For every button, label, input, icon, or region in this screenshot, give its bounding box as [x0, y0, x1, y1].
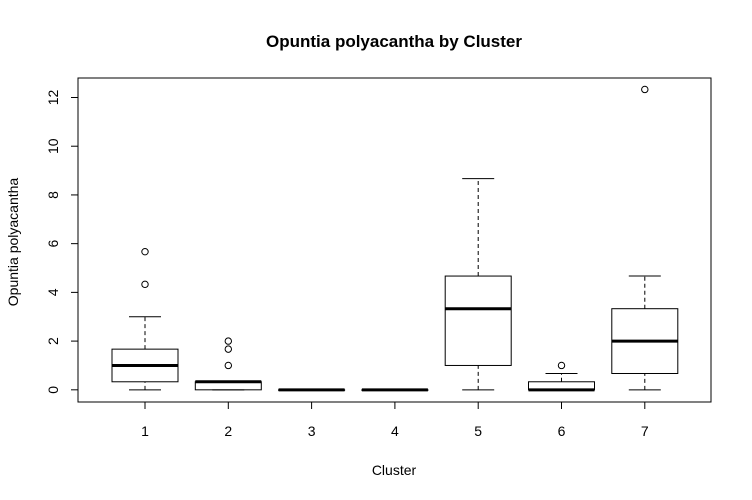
boxes-group — [111, 85, 679, 392]
x-tick-label: 4 — [391, 423, 399, 439]
x-tick-label: 1 — [141, 423, 149, 439]
outlier-point — [141, 247, 149, 256]
x-axis-label: Cluster — [372, 462, 417, 478]
x-axis: 1 2 3 4 5 6 7 — [141, 401, 649, 439]
box-cluster-6 — [528, 361, 595, 392]
box-cluster-5 — [444, 178, 512, 391]
outlier-point — [224, 345, 233, 353]
outlier-point — [224, 337, 233, 345]
x-tick-label: 3 — [308, 423, 316, 439]
y-tick-label: 8 — [45, 191, 61, 199]
x-tick-label: 2 — [224, 423, 232, 439]
y-tick-label: 10 — [45, 138, 61, 154]
box-cluster-7 — [611, 85, 679, 391]
box-cluster-4 — [361, 388, 429, 392]
x-tick-label: 5 — [474, 423, 482, 439]
outlier-point — [557, 361, 566, 370]
y-tick-label: 12 — [45, 89, 61, 105]
chart-title: Opuntia polyacantha by Cluster — [266, 32, 522, 51]
box-cluster-3 — [278, 388, 346, 392]
y-axis-label: Opuntia polyacantha — [5, 178, 21, 307]
y-tick-label: 4 — [45, 288, 61, 296]
x-tick-label: 7 — [641, 423, 649, 439]
y-tick-label: 2 — [45, 337, 61, 345]
x-tick-label: 6 — [558, 423, 566, 439]
y-tick-label: 0 — [45, 386, 61, 394]
box-cluster-1 — [111, 247, 179, 391]
plot-frame — [77, 77, 712, 403]
box-cluster-2 — [194, 337, 262, 391]
y-axis: 0 2 4 6 8 10 12 — [45, 89, 79, 394]
outlier-point — [224, 361, 233, 370]
outlier-point — [641, 85, 649, 94]
box — [444, 275, 512, 366]
y-tick-label: 6 — [45, 240, 61, 248]
outlier-point — [141, 280, 149, 289]
